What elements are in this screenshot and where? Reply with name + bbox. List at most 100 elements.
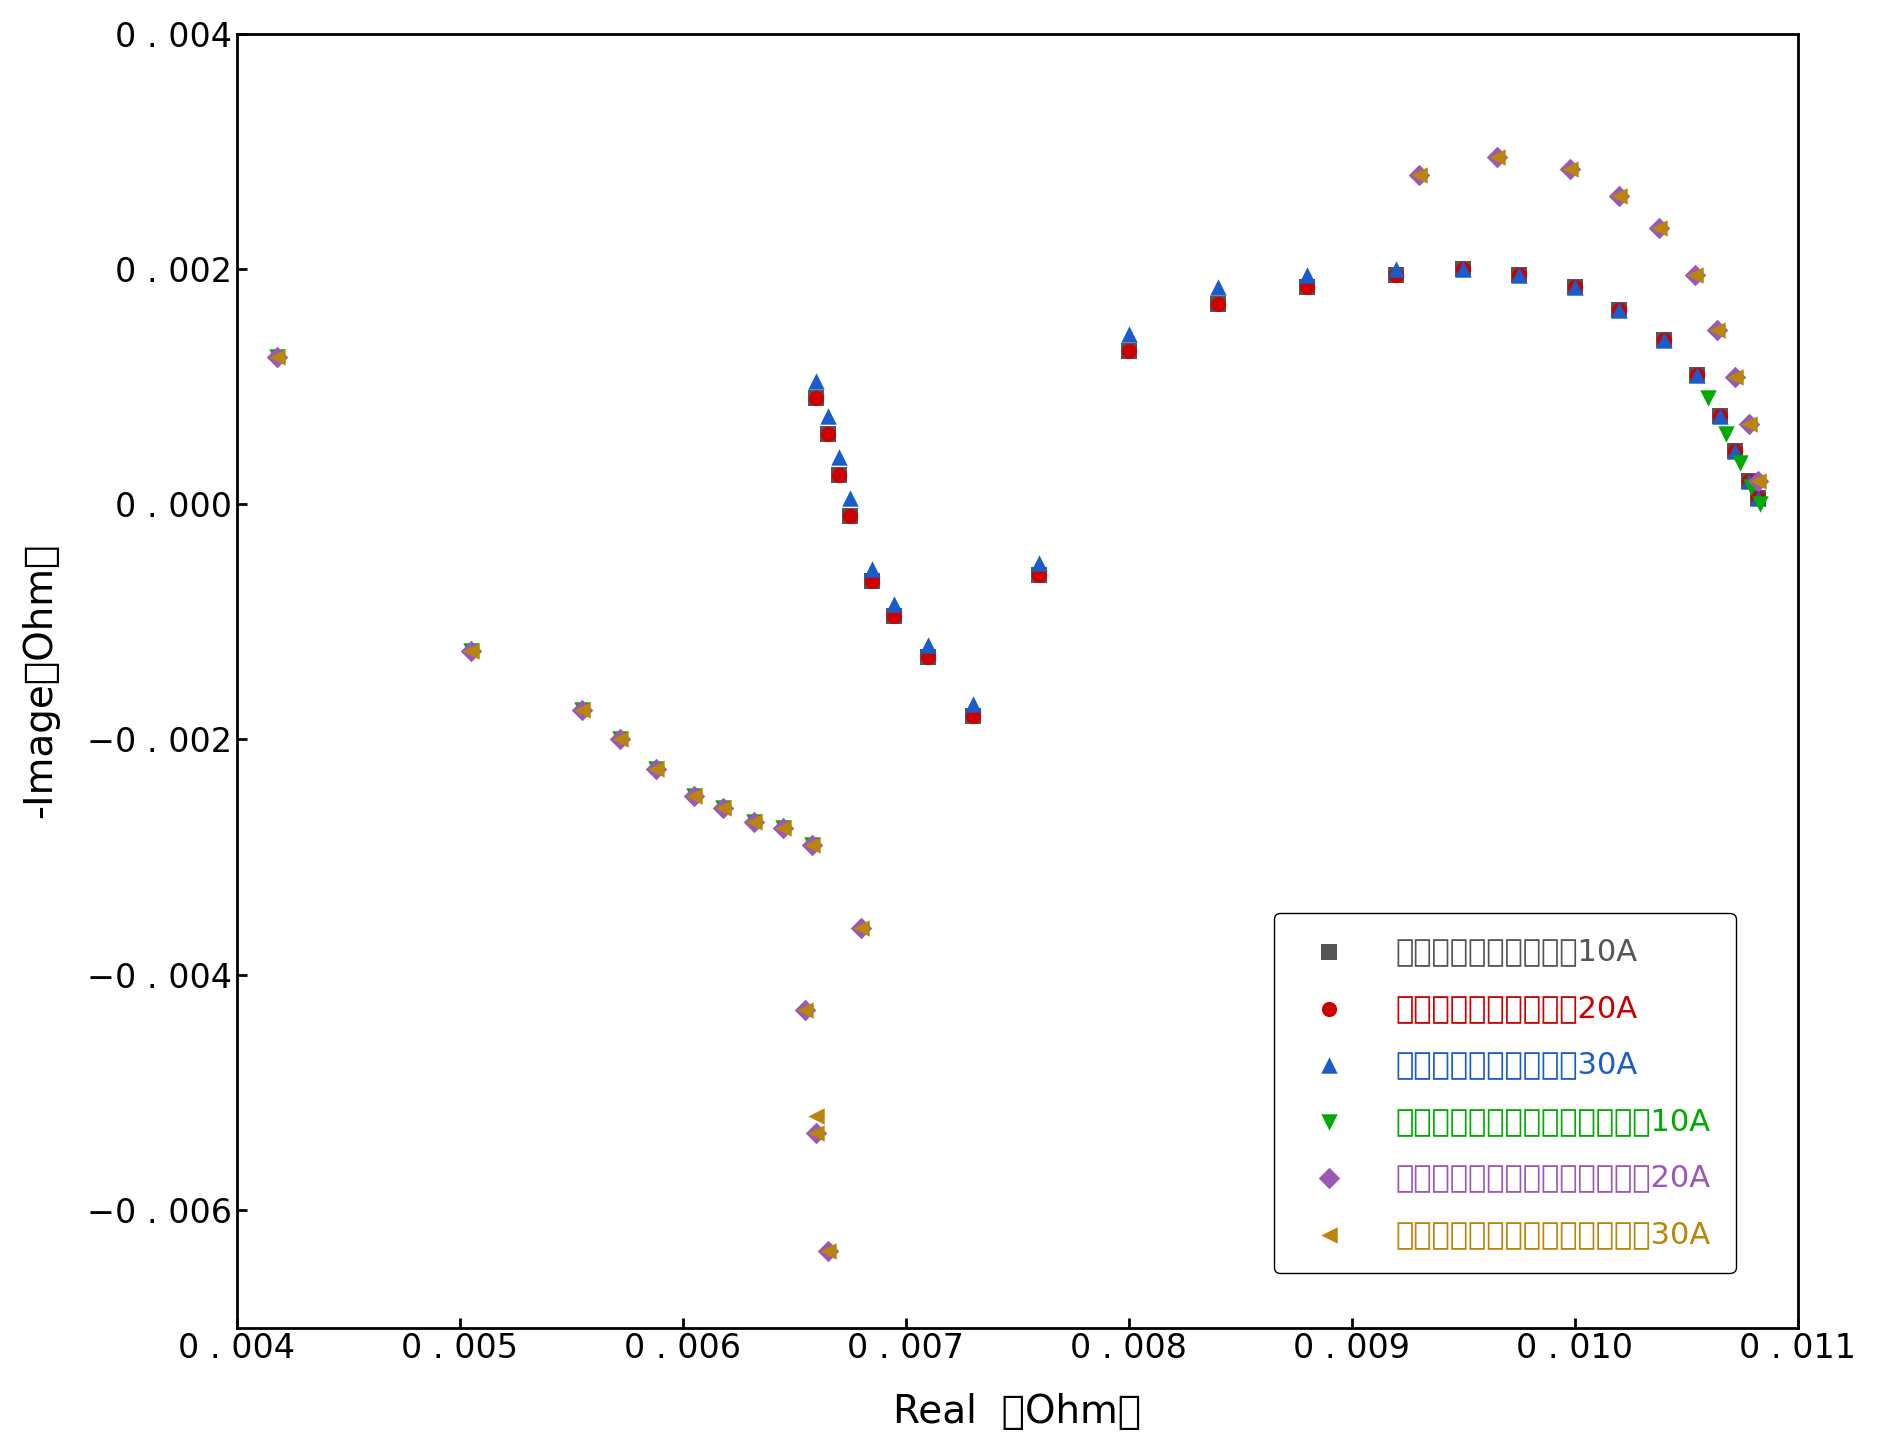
X-axis label: Real  （Ohm）: Real （Ohm） bbox=[893, 1392, 1141, 1432]
电化学工作站并联直流电源测试10A bbox=[740, 810, 770, 833]
电化学工作站并联直流电源测试20A bbox=[798, 833, 828, 857]
电化学工作站并联直流电源测试10A bbox=[261, 346, 291, 369]
电化学工作站直接测试10A bbox=[1203, 293, 1233, 317]
Legend: 电化学工作站直接测试10A, 电化学工作站直接测试20A, 电化学工作站直接测试30A, 电化学工作站并联直流电源测试10A, 电化学工作站并联直流电源测试20: 电化学工作站直接测试10A, 电化学工作站直接测试20A, 电化学工作站直接测试… bbox=[1274, 913, 1736, 1273]
电化学工作站直接测试20A bbox=[1449, 257, 1479, 280]
电化学工作站并联直流电源测试30A bbox=[801, 1104, 832, 1127]
电化学工作站并联直流电源测试20A bbox=[1644, 216, 1674, 240]
电化学工作站并联直流电源测试20A bbox=[567, 698, 597, 722]
电化学工作站并联直流电源测试30A bbox=[261, 346, 291, 369]
电化学工作站直接测试10A bbox=[1682, 363, 1712, 386]
电化学工作站并联直流电源测试20A bbox=[801, 1122, 832, 1146]
电化学工作站直接测试20A bbox=[801, 386, 832, 409]
电化学工作站并联直流电源测试10A bbox=[1712, 423, 1742, 446]
电化学工作站并联直流电源测试20A bbox=[679, 784, 710, 807]
电化学工作站直接测试10A bbox=[858, 569, 888, 592]
电化学工作站并联直流电源测试10A bbox=[567, 698, 597, 722]
电化学工作站直接测试30A bbox=[1503, 263, 1534, 286]
电化学工作站并联直流电源测试10A bbox=[708, 796, 738, 819]
电化学工作站直接测试10A bbox=[1381, 263, 1412, 286]
电化学工作站并联直流电源测试20A bbox=[1680, 263, 1710, 286]
电化学工作站直接测试10A bbox=[1025, 563, 1055, 587]
电化学工作站并联直流电源测试30A bbox=[1644, 216, 1674, 240]
电化学工作站直接测试10A bbox=[1605, 299, 1635, 322]
电化学工作站并联直流电源测试30A bbox=[1556, 157, 1586, 180]
电化学工作站并联直流电源测试30A bbox=[1742, 469, 1772, 492]
电化学工作站直接测试30A bbox=[1203, 274, 1233, 298]
电化学工作站并联直流电源测试20A bbox=[1702, 318, 1732, 341]
电化学工作站并联直流电源测试30A bbox=[1702, 318, 1732, 341]
电化学工作站并联直流电源测试10A bbox=[1725, 452, 1755, 475]
电化学工作站直接测试10A bbox=[1734, 469, 1764, 492]
电化学工作站直接测试30A bbox=[1734, 469, 1764, 492]
电化学工作站并联直流电源测试30A bbox=[679, 784, 710, 807]
电化学工作站并联直流电源测试10A bbox=[1736, 475, 1766, 498]
电化学工作站并联直流电源测试30A bbox=[801, 1122, 832, 1146]
电化学工作站并联直流电源测试10A bbox=[768, 816, 798, 839]
电化学工作站直接测试20A bbox=[880, 604, 910, 627]
电化学工作站直接测试10A bbox=[912, 646, 942, 669]
电化学工作站并联直流电源测试30A bbox=[1605, 184, 1635, 208]
电化学工作站直接测试10A bbox=[880, 604, 910, 627]
电化学工作站并联直流电源测试20A bbox=[261, 346, 291, 369]
电化学工作站直接测试30A bbox=[957, 693, 987, 716]
电化学工作站直接测试30A bbox=[824, 446, 854, 469]
电化学工作站直接测试20A bbox=[1025, 563, 1055, 587]
电化学工作站直接测试30A bbox=[1648, 328, 1678, 351]
电化学工作站直接测试10A bbox=[801, 386, 832, 409]
电化学工作站直接测试10A bbox=[1648, 328, 1678, 351]
电化学工作站直接测试30A bbox=[912, 633, 942, 656]
电化学工作站直接测试10A bbox=[835, 504, 865, 527]
电化学工作站直接测试20A bbox=[1503, 263, 1534, 286]
电化学工作站直接测试30A bbox=[858, 558, 888, 581]
电化学工作站直接测试20A bbox=[957, 704, 987, 727]
电化学工作站直接测试10A bbox=[1113, 340, 1143, 363]
电化学工作站并联直流电源测试30A bbox=[740, 810, 770, 833]
电化学工作站直接测试30A bbox=[1742, 486, 1772, 510]
电化学工作站并联直流电源测试30A bbox=[1734, 412, 1764, 436]
电化学工作站直接测试10A bbox=[1560, 274, 1590, 298]
电化学工作站直接测试20A bbox=[1113, 340, 1143, 363]
电化学工作站直接测试30A bbox=[1560, 274, 1590, 298]
电化学工作站直接测试30A bbox=[880, 592, 910, 616]
电化学工作站并联直流电源测试30A bbox=[813, 1240, 843, 1263]
电化学工作站并联直流电源测试10A bbox=[798, 833, 828, 857]
电化学工作站并联直流电源测试20A bbox=[456, 640, 486, 664]
电化学工作站并联直流电源测试20A bbox=[1742, 469, 1772, 492]
电化学工作站直接测试30A bbox=[813, 405, 843, 428]
电化学工作站并联直流电源测试20A bbox=[604, 727, 634, 751]
电化学工作站并联直流电源测试30A bbox=[798, 833, 828, 857]
电化学工作站并联直流电源测试20A bbox=[1481, 145, 1511, 168]
电化学工作站直接测试20A bbox=[1742, 486, 1772, 510]
电化学工作站直接测试30A bbox=[1113, 322, 1143, 346]
电化学工作站直接测试20A bbox=[1560, 274, 1590, 298]
电化学工作站并联直流电源测试20A bbox=[847, 916, 877, 939]
电化学工作站直接测试10A bbox=[1704, 405, 1734, 428]
电化学工作站直接测试30A bbox=[1449, 257, 1479, 280]
电化学工作站直接测试30A bbox=[1682, 363, 1712, 386]
电化学工作站并联直流电源测试30A bbox=[456, 640, 486, 664]
电化学工作站直接测试20A bbox=[858, 569, 888, 592]
电化学工作站直接测试10A bbox=[1503, 263, 1534, 286]
电化学工作站直接测试20A bbox=[1648, 328, 1678, 351]
电化学工作站并联直流电源测试30A bbox=[567, 698, 597, 722]
电化学工作站并联直流电源测试10A bbox=[456, 640, 486, 664]
电化学工作站并联直流电源测试20A bbox=[768, 816, 798, 839]
电化学工作站并联直流电源测试30A bbox=[768, 816, 798, 839]
电化学工作站并联直流电源测试20A bbox=[1605, 184, 1635, 208]
电化学工作站并联直流电源测试20A bbox=[790, 999, 820, 1022]
电化学工作站直接测试20A bbox=[1605, 299, 1635, 322]
电化学工作站并联直流电源测试30A bbox=[790, 999, 820, 1022]
电化学工作站并联直流电源测试10A bbox=[604, 727, 634, 751]
Y-axis label: -Image（Ohm）: -Image（Ohm） bbox=[21, 543, 58, 819]
电化学工作站直接测试20A bbox=[813, 423, 843, 446]
电化学工作站并联直流电源测试30A bbox=[847, 916, 877, 939]
电化学工作站并联直流电源测试20A bbox=[813, 1240, 843, 1263]
电化学工作站直接测试30A bbox=[1704, 405, 1734, 428]
电化学工作站并联直流电源测试30A bbox=[640, 758, 670, 781]
电化学工作站直接测试20A bbox=[1734, 469, 1764, 492]
电化学工作站直接测试30A bbox=[1291, 263, 1321, 286]
电化学工作站并联直流电源测试10A bbox=[640, 758, 670, 781]
电化学工作站直接测试30A bbox=[1605, 299, 1635, 322]
电化学工作站并联直流电源测试20A bbox=[640, 758, 670, 781]
